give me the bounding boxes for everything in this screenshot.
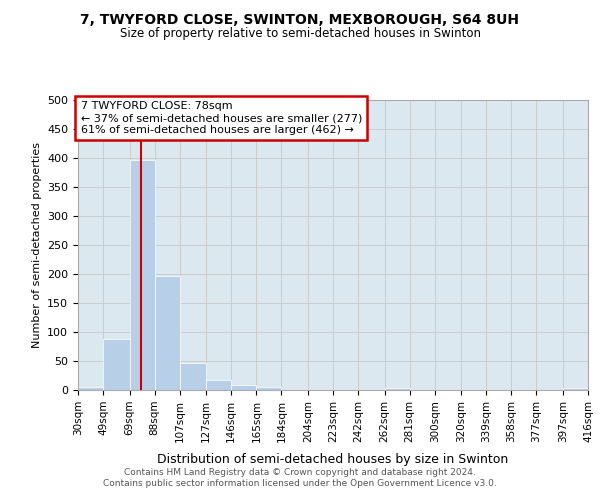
Text: 7, TWYFORD CLOSE, SWINTON, MEXBOROUGH, S64 8UH: 7, TWYFORD CLOSE, SWINTON, MEXBOROUGH, S… <box>80 12 520 26</box>
Bar <box>155 276 180 390</box>
Bar <box>206 380 231 390</box>
Bar <box>256 387 281 390</box>
Bar <box>130 160 155 390</box>
X-axis label: Distribution of semi-detached houses by size in Swinton: Distribution of semi-detached houses by … <box>157 453 509 466</box>
Bar <box>103 339 130 390</box>
Bar <box>231 386 256 390</box>
Text: Size of property relative to semi-detached houses in Swinton: Size of property relative to semi-detach… <box>119 28 481 40</box>
Bar <box>78 387 103 390</box>
Text: Contains HM Land Registry data © Crown copyright and database right 2024.
Contai: Contains HM Land Registry data © Crown c… <box>103 468 497 487</box>
Bar <box>385 388 410 390</box>
Bar <box>180 362 206 390</box>
Bar <box>563 388 588 390</box>
Y-axis label: Number of semi-detached properties: Number of semi-detached properties <box>32 142 41 348</box>
Text: 7 TWYFORD CLOSE: 78sqm
← 37% of semi-detached houses are smaller (277)
61% of se: 7 TWYFORD CLOSE: 78sqm ← 37% of semi-det… <box>80 102 362 134</box>
